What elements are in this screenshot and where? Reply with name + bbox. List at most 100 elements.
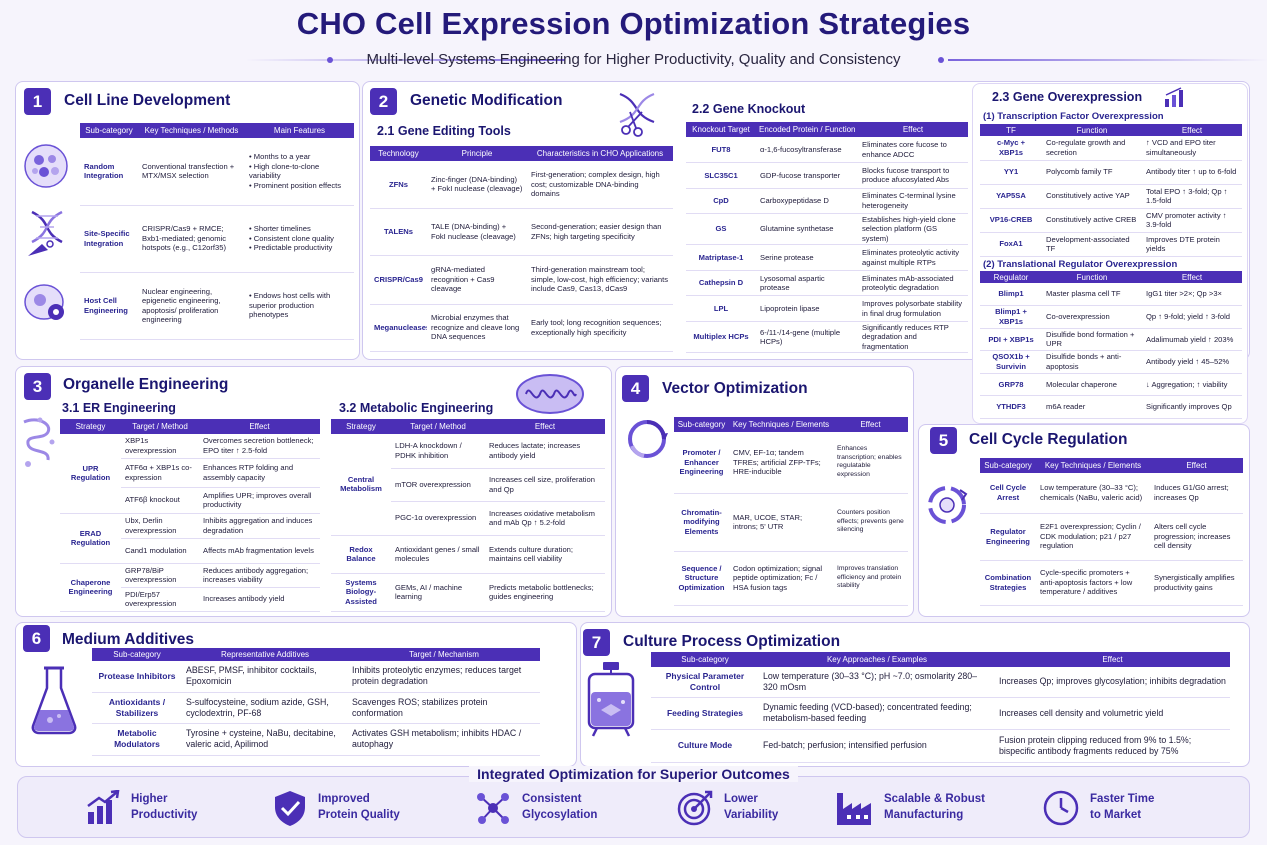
row-label: Antioxidants / Stabilizers: [92, 692, 182, 724]
row-label: VP16-CREB: [980, 208, 1042, 233]
table-row: YAP5SA Constitutively active YAP Total EPO…: [980, 184, 1242, 209]
dna-scissors-icon: [619, 92, 655, 137]
cell: ATF6α + XBP1s co-expression: [121, 458, 199, 488]
cell: Nuclear engineering, epigenetic engineer…: [138, 272, 245, 340]
table-row: GRP78 Molecular chaperone ↓ Aggregation; ↑…: [980, 373, 1242, 396]
feature-list: • Endows host cells with superior produc…: [245, 272, 354, 340]
cell: Affects mAb fragmentation levels: [199, 538, 320, 564]
table-row: Cell Cycle Arrest Low temperature (30–33 …: [980, 473, 1243, 514]
row-label: Culture Mode: [651, 729, 759, 763]
cell: Predicts metabolic bottlenecks; guides e…: [485, 573, 605, 612]
cell: Glutamine synthetase: [756, 213, 858, 246]
cell: Extends culture duration; maintains cell…: [485, 535, 605, 574]
section-title-6: Medium Additives: [62, 631, 195, 648]
row-label: Combination Strategies: [980, 560, 1036, 606]
subsection-title-3-1: 3.1 ER Engineering: [62, 401, 176, 415]
subtitle-dot-right: [938, 57, 944, 63]
cell: First-generation; complex design, high c…: [527, 161, 673, 209]
flask-icon: [31, 666, 77, 735]
table-row: mTOR overexpression Increases cell size, …: [331, 468, 605, 502]
cell: IgG1 titer >2×; Qp >3×: [1142, 283, 1242, 306]
table-row: YY1 Polycomb family TF Antibody titer ↑ up…: [980, 160, 1242, 185]
table-row: CpD Carboxypeptidase D Eliminates C-termin…: [686, 188, 968, 214]
cell: TALE (DNA-binding) + FokI nuclease (clea…: [427, 208, 527, 256]
row-label: Site-Specific Integration: [80, 205, 138, 273]
section-number-7: 7: [583, 629, 610, 656]
cell: ↓ Aggregation; ↑ viability: [1142, 373, 1242, 396]
row-label: PDI + XBP1s: [980, 328, 1042, 351]
row-label: Metabolic Modulators: [92, 723, 182, 756]
cell: Reduces antibody aggregation; increases …: [199, 563, 320, 588]
row-label: SLC35C1: [686, 162, 756, 189]
cell: Amplifies UPR; improves overall producti…: [199, 487, 320, 514]
cell: Dynamic feeding (VCD-based); concentrate…: [759, 697, 995, 730]
metabolic-engineering-table: Strategy Target / Method Effect Central …: [331, 419, 605, 612]
col-header: Key Techniques / Elements: [729, 417, 833, 432]
tf-overexpression-table: TF Function Effect c-Myc + XBP1s Co-regul…: [980, 124, 1242, 257]
row-label: GS: [686, 213, 756, 246]
cell: Scavenges ROS; stabilizes protein confor…: [348, 692, 540, 724]
cell-gear-icon: [24, 284, 64, 320]
cell: Polycomb family TF: [1042, 160, 1142, 185]
row-label: Random Integration: [80, 138, 138, 206]
table-row: Multiplex HCPs 6-/11-/14-gene (multiple H…: [686, 321, 968, 354]
outcomes-title: Integrated Optimization for Superior Out…: [0, 766, 1267, 782]
cell: CRISPR/Cas9 + RMCE; Bxb1-mediated; genom…: [138, 205, 245, 273]
row-label: TALENs: [370, 208, 427, 256]
section-number-4: 4: [622, 375, 649, 402]
col-header: Main Features: [245, 123, 354, 138]
table-row: Cathepsin D Lysosomal aspartic protease El…: [686, 270, 968, 297]
col-header: Effect: [199, 419, 320, 434]
cell: Significantly improves Qp: [1142, 395, 1242, 419]
row-label: Blimp1: [980, 283, 1042, 306]
er-membrane-icon: [23, 417, 55, 467]
cell: Conventional transfection + MTX/MSX sele…: [138, 138, 245, 206]
target-icon: [677, 790, 713, 826]
cell: GEMs, AI / machine learning: [391, 573, 485, 612]
cell: Alters cell cycle progression; increases…: [1150, 513, 1243, 561]
cell: S-sulfocysteine, sodium azide, GSH, cycl…: [182, 692, 348, 724]
table-row: FUT8 α-1,6-fucosyltransferase Eliminates c…: [686, 137, 968, 163]
table-row: PDI/Erp57 overexpression Increases antibo…: [60, 587, 320, 612]
table-row: Antioxidants / Stabilizers S-sulfocystein…: [92, 692, 540, 724]
row-label: c-Myc + XBP1s: [980, 136, 1042, 161]
cell-cycle-table: Sub-category Key Techniques / Elements E…: [980, 458, 1243, 606]
feature-item: • Months to a year: [249, 152, 311, 162]
table-row: ATF6β knockout Amplifies UPR; improves ov…: [60, 487, 320, 514]
table-row: Chromatin-modifying Elements MAR, UCOE, S…: [674, 493, 908, 552]
table-row: VP16-CREB Constitutively active CREB CMV p…: [980, 208, 1242, 233]
cell: α-1,6-fucosyltransferase: [756, 137, 858, 163]
col-header: Encoded Protein / Function: [756, 122, 858, 137]
table-row: Systems Biology-Assisted GEMs, AI / machi…: [331, 573, 605, 612]
row-label: CpD: [686, 188, 756, 214]
cell: Ubx, Derlin overexpression: [121, 513, 199, 539]
table-row: Protease Inhibitors ABESF, PMSF, inhibito…: [92, 661, 540, 693]
col-header: Representative Additives: [182, 648, 348, 661]
cell-cycle-icon: [928, 486, 968, 524]
col-header: Strategy: [331, 419, 391, 434]
table-row: c-Myc + XBP1s Co-regulate growth and secr…: [980, 136, 1242, 161]
section-number-5: 5: [930, 427, 957, 454]
cell: Improves polysorbate stability in final …: [858, 295, 968, 322]
cell: CMV, EF-1α; tandem TFREs; artificial ZFP…: [729, 432, 833, 494]
table-row: TALENs TALE (DNA-binding) + FokI nuclease…: [370, 208, 673, 256]
factory-icon: [837, 793, 871, 825]
row-label: LPL: [686, 295, 756, 322]
row-label: Physical Parameter Control: [651, 667, 759, 698]
culture-process-table: Sub-category Key Approaches / Examples E…: [651, 652, 1230, 763]
row-label: Redox Balance: [331, 535, 391, 574]
feature-item: • High clone-to-clone variability: [249, 161, 320, 181]
table-row: Feeding Strategies Dynamic feeding (VCD-b…: [651, 697, 1230, 730]
col-header: Target / Mechanism: [348, 648, 540, 661]
subsection-title-2-1: 2.1 Gene Editing Tools: [377, 124, 511, 138]
table-row: QSOX1b + Survivin Disulfide bonds + anti-…: [980, 350, 1242, 374]
cell: Constitutively active YAP: [1042, 184, 1142, 209]
cell: Early tool; long recognition sequences; …: [527, 304, 673, 352]
cell: Improves translation efficiency and prot…: [833, 551, 908, 606]
col-header: Effect: [1142, 124, 1242, 136]
section-title-3: Organelle Engineering: [63, 376, 229, 393]
row-label: UPR Regulation: [60, 434, 121, 514]
cell: Increases oxidative metabolism and mAb Q…: [485, 501, 605, 536]
medium-additives-table: Sub-category Representative Additives Ta…: [92, 648, 540, 756]
table-row: CRISPR/Cas9 gRNA-mediated recognition + C…: [370, 255, 673, 305]
